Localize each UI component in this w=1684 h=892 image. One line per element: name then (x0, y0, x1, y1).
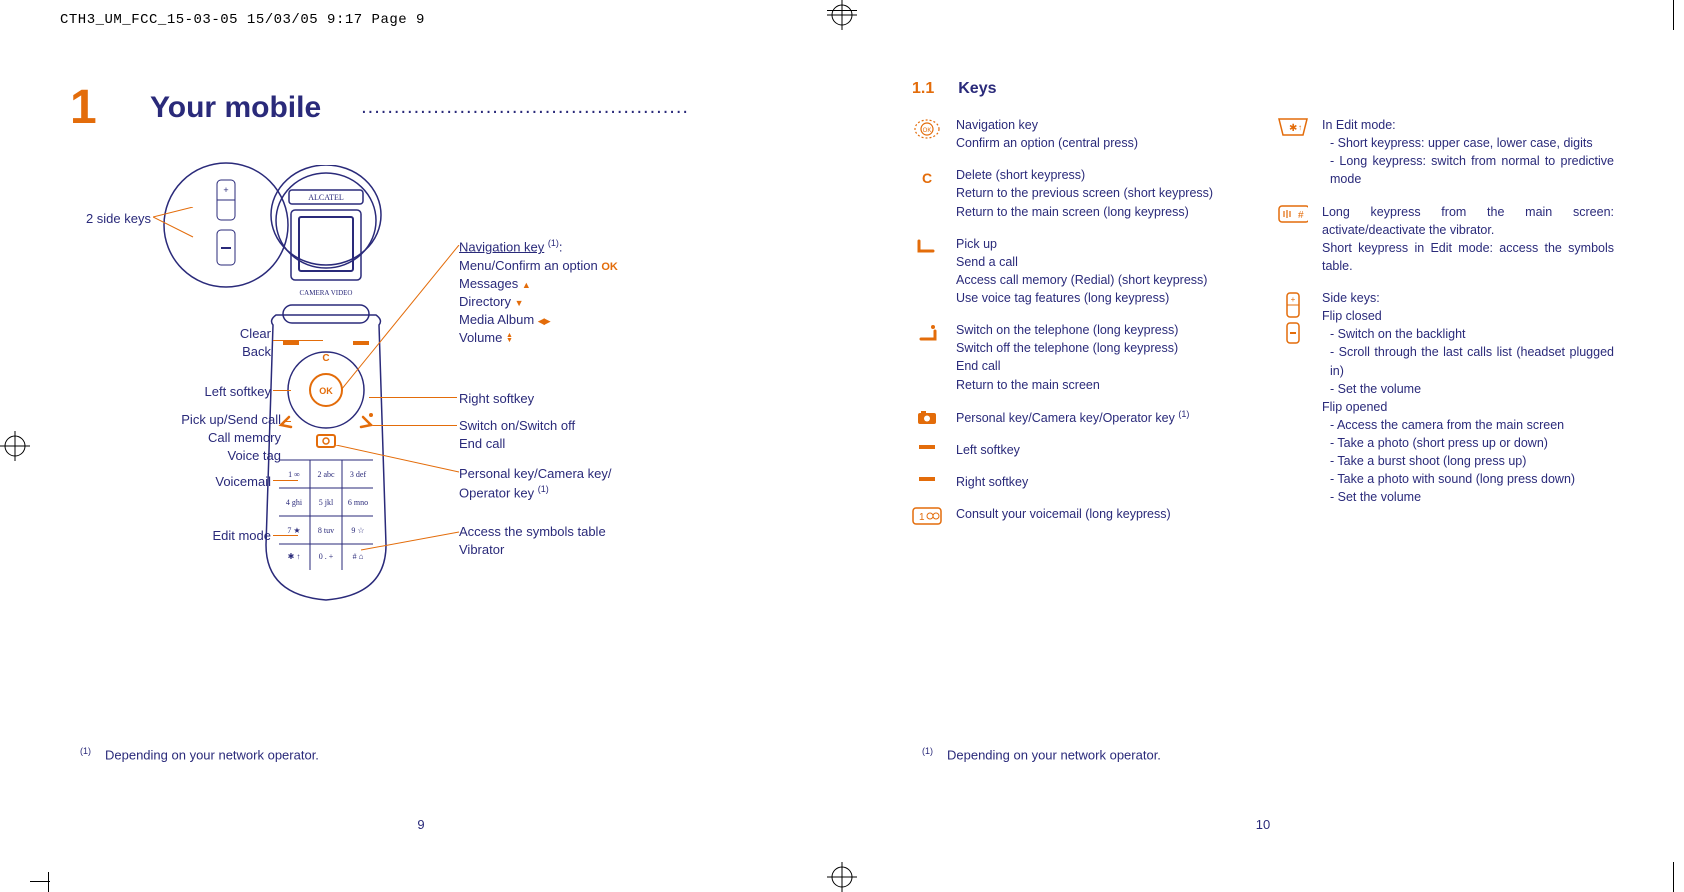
voicemail-key-icon: 1 (912, 505, 942, 525)
chapter-text: Your mobile (150, 91, 321, 125)
key-navigation: OK Navigation keyConfirm an option (cent… (912, 116, 1248, 152)
label-symbols-vibrator: Access the symbols tableVibrator (459, 523, 699, 559)
key-vibrator: # Long keypress from the main screen: ac… (1278, 203, 1614, 276)
label-switch-end: Switch on/Switch offEnd call (459, 417, 699, 453)
key-pickup: Pick upSend a callAccess call memory (Re… (912, 235, 1248, 308)
svg-text:8 tuv: 8 tuv (318, 526, 334, 535)
keys-col-1: OK Navigation keyConfirm an option (cent… (912, 116, 1248, 539)
svg-text:+: + (1291, 295, 1296, 304)
key-side-keys: + Side keys: Flip closed Switch on the b… (1278, 289, 1614, 507)
svg-text:✱ ↑: ✱ ↑ (288, 552, 301, 561)
label-edit-mode: Edit mode (171, 527, 271, 545)
footnote-right: (1)Depending on your network operator. (922, 746, 1161, 762)
svg-text:#: # (1298, 210, 1304, 221)
chapter-number: 1 (70, 80, 110, 135)
section-heading: 1.1 Keys (912, 80, 1614, 98)
footnote-left: (1)Depending on your network operator. (80, 746, 319, 762)
label-clear-back: ClearBack (171, 325, 271, 361)
phone-diagram: ALCATEL CAMERA VIDEO OK C (71, 165, 771, 615)
svg-text:C: C (322, 353, 329, 364)
svg-text:7 ★: 7 ★ (287, 526, 300, 535)
key-voicemail: 1 Consult your voicemail (long keypress) (912, 505, 1248, 525)
label-right-softkey: Right softkey (459, 390, 699, 408)
keys-col-2: ✱↑ In Edit mode: Short keypress: upper c… (1278, 116, 1614, 539)
key-right-softkey: Right softkey (912, 473, 1248, 491)
svg-text:1: 1 (919, 512, 925, 523)
key-edit-mode: ✱↑ In Edit mode: Short keypress: upper c… (1278, 116, 1614, 189)
svg-text:↑: ↑ (1298, 123, 1302, 132)
svg-text:6 mno: 6 mno (348, 498, 368, 507)
c-key-icon: C (912, 166, 942, 220)
svg-text:0 . +: 0 . + (319, 552, 334, 561)
chapter-dots: ........................................… (361, 96, 772, 119)
pickup-icon (912, 235, 942, 308)
key-left-softkey: Left softkey (912, 441, 1248, 459)
dash-icon (912, 473, 942, 491)
svg-text:OK: OK (319, 386, 333, 396)
dash-icon (912, 441, 942, 459)
label-voicemail: Voicemail (171, 473, 271, 491)
page-number-left: 9 (417, 817, 424, 832)
svg-text:✱: ✱ (1289, 123, 1297, 134)
page-left: 1 Your mobile ..........................… (0, 40, 842, 892)
page-number-right: 10 (1256, 817, 1270, 832)
print-header: CTH3_UM_FCC_15-03-05 15/03/05 9:17 Page … (60, 12, 425, 28)
label-side-keys: 2 side keys (51, 210, 151, 228)
key-camera: Personal key/Camera key/Operator key (1) (912, 408, 1248, 427)
label-nav-key: Navigation key (1): Menu/Confirm an opti… (459, 237, 719, 348)
star-key-icon: ✱↑ (1278, 116, 1308, 189)
side-keys-icon: + (1278, 289, 1308, 507)
svg-text:5 jkl: 5 jkl (319, 498, 334, 507)
key-delete: C Delete (short keypress)Return to the p… (912, 166, 1248, 220)
key-hangup: Switch on the telephone (long keypress)S… (912, 321, 1248, 394)
vibrate-key-icon: # (1278, 203, 1308, 276)
svg-text:OK: OK (923, 128, 932, 134)
svg-text:4 ghi: 4 ghi (286, 498, 303, 507)
camera-icon (912, 408, 942, 427)
section-number: 1.1 (912, 80, 934, 98)
keys-columns: OK Navigation keyConfirm an option (cent… (912, 116, 1614, 539)
page-right: 1.1 Keys OK Navigation keyConfirm an opt… (842, 40, 1684, 892)
svg-text:ALCATEL: ALCATEL (308, 193, 344, 202)
label-personal-key: Personal key/Camera key/ Operator key (1… (459, 465, 699, 503)
label-pickup: Pick up/Send call Call memory Voice tag (121, 411, 281, 466)
ok-ring-icon: OK (912, 116, 942, 152)
chapter-title: 1 Your mobile ..........................… (70, 80, 772, 135)
section-title: Keys (958, 80, 996, 98)
svg-text:2 abc: 2 abc (317, 470, 335, 479)
svg-text:1 ∞: 1 ∞ (288, 470, 300, 479)
label-left-softkey: Left softkey (151, 383, 271, 401)
svg-text:+: + (223, 185, 228, 195)
hangup-icon (912, 321, 942, 394)
